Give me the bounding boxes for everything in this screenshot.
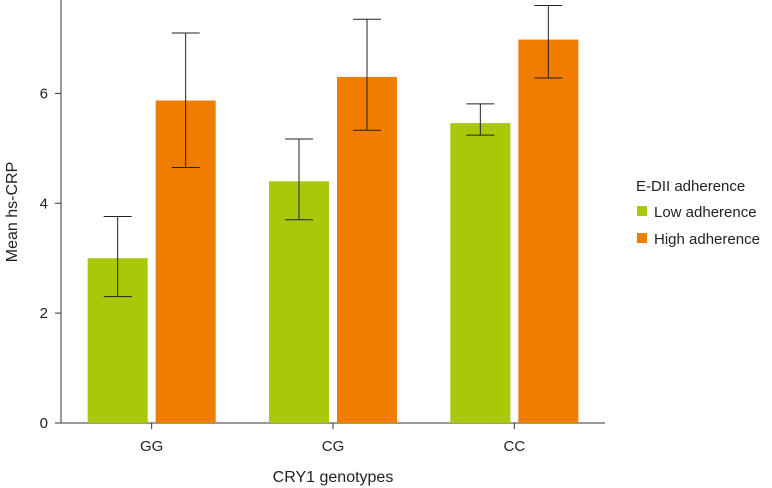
- y-tick-label: 6: [40, 85, 48, 102]
- bars: [87, 39, 579, 424]
- bar-cc-low-adherence: [450, 123, 511, 424]
- y-tick-label: 4: [40, 195, 48, 212]
- y-tick-label: 0: [40, 415, 48, 432]
- x-axis-label: CRY1 genotypes: [273, 469, 394, 486]
- error-bar-gg-high-adherence: [171, 32, 200, 169]
- bar-cg-high-adherence: [337, 76, 397, 423]
- y-ticks: 0 2 4 6: [40, 85, 61, 432]
- x-tick-label-cc: CC: [503, 438, 525, 455]
- legend-label-low-adherence: Low adherence: [654, 204, 757, 221]
- legend-swatch-high-adherence: [637, 233, 647, 243]
- legend-swatch-low-adherence: [637, 206, 647, 216]
- error-bar-cg-low-adherence: [285, 138, 313, 221]
- x-tick-label-gg: GG: [140, 438, 163, 455]
- error-bar-gg-low-adherence: [103, 215, 132, 298]
- error-bar-cc-high-adherence: [534, 4, 563, 79]
- y-axis-label: Mean hs-CRP: [4, 162, 21, 262]
- error-bar-cc-low-adherence: [466, 103, 495, 136]
- error-bars: [103, 4, 563, 298]
- x-ticks: GG CG CC: [140, 423, 525, 455]
- error-bar-cg-high-adherence: [353, 18, 381, 131]
- bar-cc-high-adherence: [518, 39, 579, 423]
- legend-title: E-DII adherence: [636, 178, 745, 195]
- x-tick-label-cg: CG: [322, 438, 345, 455]
- legend-label-high-adherence: High adherence: [654, 231, 760, 248]
- y-tick-label: 2: [40, 305, 48, 322]
- bar-cg-low-adherence: [269, 181, 329, 423]
- legend: E-DII adherence Low adherence High adher…: [636, 178, 760, 248]
